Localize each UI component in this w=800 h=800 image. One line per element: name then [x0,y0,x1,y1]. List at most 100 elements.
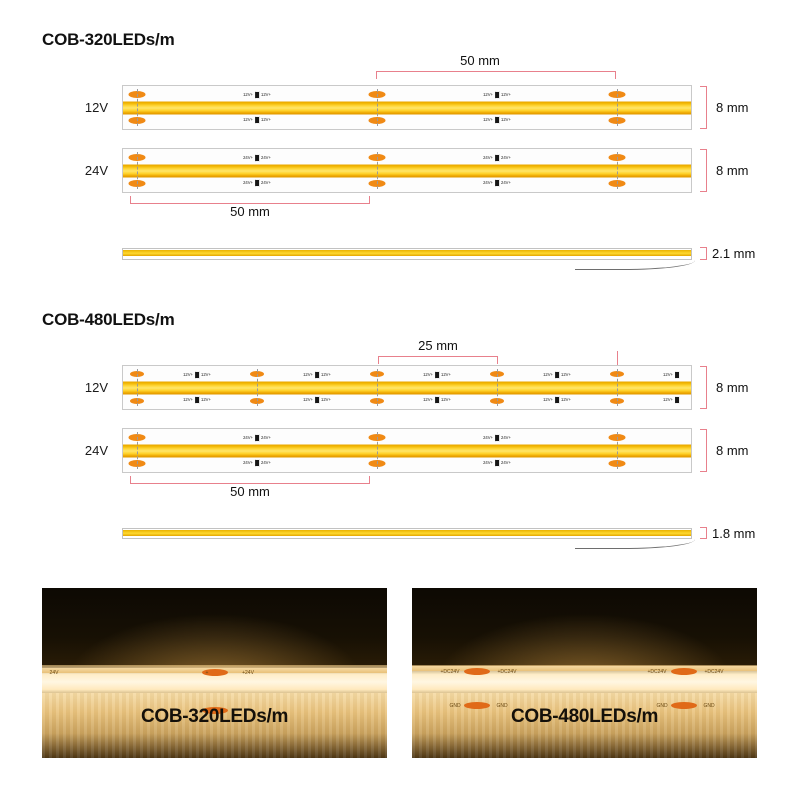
silk-text-left: 12V+ [543,371,553,377]
cut-line [137,432,138,469]
cut-line [377,152,378,189]
silk-text-right: 12V+ [561,371,571,377]
silk-text-left: 12V+ [483,91,493,97]
resistor-icon [435,396,439,404]
silk-text-right: 12V+ [201,396,211,402]
silkscreen-marking: 12V+ 12V+ [243,116,271,124]
silkscreen-marking: 24V+ 24V+ [243,154,271,162]
width-label-480-24v: 8 mm [716,443,749,458]
strip-320-12v: 12V+ 12V+ 12V+ 12V+ 12V+ 12V+ 12V+ 12V+ [122,85,692,130]
photo-silk-top-right: +DC24V [704,668,724,675]
resistor-icon [255,179,259,187]
silk-text-left: 12V+ [543,396,553,402]
photo-silk-top-right: +DC24V [497,668,517,675]
dimension-text-320-12v: 50 mm [460,53,500,68]
phosphor-core [123,444,691,457]
resistor-icon [315,371,319,379]
resistor-icon [674,371,679,379]
dimension-bracket-320-12v [376,71,616,79]
width-label-320-12v: 8 mm [716,100,749,115]
photo-silk-bot-left: GND [449,702,461,709]
photo-silk-mid-left: + [205,669,209,676]
silk-text-left: 12V+ [423,371,433,377]
silkscreen-marking: 24V+ 24V+ [483,179,511,187]
silk-text-left: 12V+ [663,371,673,377]
silk-text-left: 24V+ [243,459,253,465]
phosphor-band [123,530,691,536]
silkscreen-marking: 12V+ 12V+ [543,371,571,379]
resistor-icon [495,179,499,187]
cut-line [617,89,618,126]
silk-text-left: 24V+ [483,434,493,440]
dimension-bracket-480-12v [378,356,498,364]
silk-text-right: 24V+ [261,434,271,440]
silk-text-left: 12V+ [663,396,673,402]
silk-text-left: 24V+ [483,154,493,160]
silk-text-left: 24V+ [243,434,253,440]
silkscreen-marking: 12V+ 12V+ [183,396,211,404]
photo-silk-bot-right: GND [703,702,715,709]
strip-480-12v: 12V+ 12V+ 12V+ 12V+ 12V+ 12V+ 12V+ 12V+ … [122,365,692,410]
cut-line [617,369,618,406]
resistor-icon [195,371,199,379]
phosphor-core [123,381,691,394]
voltage-label-320-24v: 24V [84,163,108,178]
silk-text-left: 12V+ [303,371,313,377]
cut-line [377,89,378,126]
silk-text-right: 24V+ [501,459,511,465]
silkscreen-marking: 24V+ 24V+ [483,434,511,442]
resistor-icon [315,396,319,404]
silk-text-right: 24V+ [261,154,271,160]
cut-line [257,369,258,406]
width-bracket-320-12v [700,86,707,129]
phosphor-band [123,250,691,256]
photo-caption-320: COB-320LEDs/m [140,706,289,727]
silk-text-right: 24V+ [501,154,511,160]
silk-text-right: 12V+ [321,396,331,402]
thickness-bracket-480 [700,527,707,539]
photo-480: +DC24V +DC24V +DC24V +DC24V GND GND GND … [412,588,757,758]
solder-pad [201,668,228,676]
silk-text-left: 12V+ [183,371,193,377]
thickness-label-320: 2.1 mm [712,246,756,261]
led-texture [42,693,387,758]
photo-silk-top-left: +DC24V [647,668,667,675]
silk-text-right: 12V+ [321,371,331,377]
flex-tail [575,533,695,549]
silk-text-left: 12V+ [423,396,433,402]
silkscreen-marking: 12V+ 12V+ [423,371,451,379]
width-bracket-480-24v [700,429,707,472]
solder-pad [201,707,228,714]
voltage-label-480-24v: 24V [84,443,108,458]
silkscreen-marking: 12V+ 12V+ [243,91,271,99]
silk-text-right: 24V+ [501,179,511,185]
photo-silk-top-left: +DC24V [440,668,460,675]
resistor-icon [195,396,199,404]
silkscreen-marking: 12V+ [663,396,679,404]
resistor-icon [255,116,259,124]
resistor-icon [555,371,559,379]
pcb-edge [412,666,757,672]
silk-text-right: 24V+ [261,459,271,465]
width-label-320-24v: 8 mm [716,163,749,178]
strip-320-24v: 24V+ 24V+ 24V+ 24V+ 24V+ 24V+ 24V+ 24V+ [122,148,692,193]
silkscreen-marking: 24V+ 24V+ [243,179,271,187]
width-label-480-12v: 8 mm [716,380,749,395]
dimension-text-480-24v: 50 mm [230,484,270,499]
resistor-icon [255,459,259,467]
photo-silk-bot-left: GND [656,702,668,709]
dimension-text-480-12v: 25 mm [418,338,458,353]
photo-320: 24V + +24V COB-320LEDs/m [42,588,387,758]
resistor-icon [255,154,259,162]
silk-text-left: 24V+ [483,459,493,465]
silk-text-right: 12V+ [201,371,211,377]
silk-text-right: 12V+ [561,396,571,402]
phosphor-core [123,101,691,114]
resistor-icon [674,396,679,404]
section-title-320: COB-320LEDs/m [42,30,175,49]
photo-background [412,588,757,670]
thickness-label-480: 1.8 mm [712,526,756,541]
silk-text-left: 12V+ [243,91,253,97]
voltage-label-480-12v: 12V [84,380,108,395]
